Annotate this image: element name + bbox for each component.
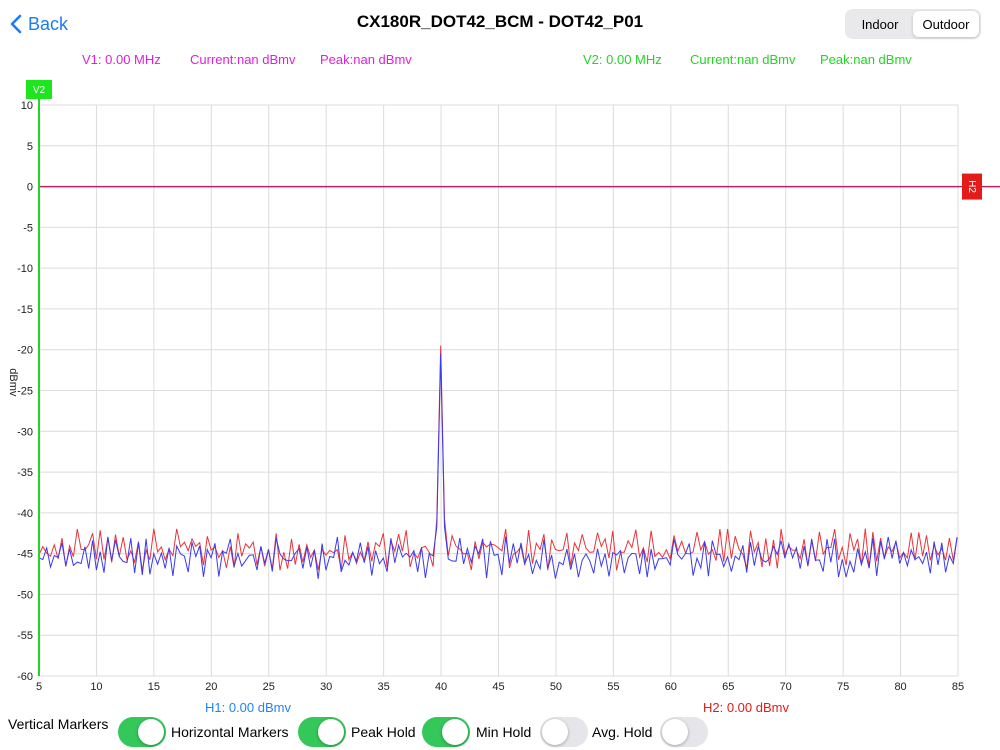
min-hold-toggle[interactable] <box>540 717 588 747</box>
vertical-markers-toggle[interactable] <box>118 717 166 747</box>
trace-series-2 <box>38 353 958 579</box>
y-tick-label: -35 <box>17 467 33 479</box>
x-tick-label: 20 <box>205 681 217 693</box>
x-tick-label: 45 <box>492 681 504 693</box>
v1-peak: Peak:nan dBmv <box>320 52 412 67</box>
x-tick-label: 15 <box>148 681 160 693</box>
toggle-knob <box>542 719 568 745</box>
x-axis-ticks: 5 10 15 20 25 30 35 40 45 50 55 60 65 70 75 80 85 <box>36 681 964 693</box>
avg-hold-toggle[interactable] <box>660 717 708 747</box>
v1-frequency: V1: 0.00 MHz <box>82 52 161 67</box>
y-tick-label: 0 <box>27 182 33 194</box>
horizontal-markers-toggle[interactable] <box>298 717 346 747</box>
control-bar: Vertical Markers Horizontal Markers Peak… <box>0 716 1000 750</box>
location-segmented-control: Indoor Outdoor <box>845 9 981 39</box>
h2-marker-tag-label: H2 <box>966 180 977 193</box>
x-tick-label: 25 <box>263 681 275 693</box>
x-tick-label: 70 <box>780 681 792 693</box>
vertical-markers-label: Vertical Markers <box>8 716 109 732</box>
segment-outdoor[interactable]: Outdoor <box>913 11 979 37</box>
y-tick-label: -50 <box>17 589 33 601</box>
y-tick-label: -60 <box>17 671 33 683</box>
avg-hold-label: Avg. Hold <box>592 724 653 740</box>
toggle-knob <box>662 719 688 745</box>
peak-hold-toggle[interactable] <box>422 717 470 747</box>
chart-grid <box>38 104 959 677</box>
v2-marker-tag[interactable] <box>26 80 52 99</box>
v2-frequency: V2: 0.00 MHz <box>583 52 662 67</box>
y-axis-label: dBmv <box>7 368 19 397</box>
y-tick-label: 5 <box>27 141 33 153</box>
v2-current: Current:nan dBmv <box>690 52 796 67</box>
y-tick-label: -45 <box>17 549 33 561</box>
horizontal-markers-label: Horizontal Markers <box>171 724 289 740</box>
peak-hold-label: Peak Hold <box>351 724 416 740</box>
h2-marker-tag[interactable] <box>962 173 982 200</box>
y-tick-label: -10 <box>17 263 33 275</box>
spectrum-chart[interactable]: 1050-5-10-15-20-25-30-35-40-45-50-55-60 … <box>0 80 1000 698</box>
segment-indoor[interactable]: Indoor <box>861 16 899 32</box>
y-tick-label: -30 <box>17 426 33 438</box>
v2-marker-tag-label: V2 <box>33 85 46 96</box>
chevron-left-icon <box>10 14 22 34</box>
min-hold-label: Min Hold <box>476 724 532 740</box>
x-tick-label: 40 <box>435 681 447 693</box>
markers[interactable]: V2 H2 <box>26 80 1000 676</box>
back-button[interactable]: Back <box>10 10 68 38</box>
y-tick-label: 10 <box>21 100 33 112</box>
y-tick-label: -55 <box>17 630 33 642</box>
x-tick-label: 80 <box>894 681 906 693</box>
y-tick-label: -25 <box>17 386 33 398</box>
y-tick-label: -15 <box>17 304 33 316</box>
x-tick-label: 35 <box>378 681 390 693</box>
x-tick-label: 50 <box>550 681 562 693</box>
x-tick-label: 55 <box>607 681 619 693</box>
back-label: Back <box>28 13 69 34</box>
v1-current: Current:nan dBmv <box>190 52 296 67</box>
y-tick-label: -5 <box>23 222 33 234</box>
v2-peak: Peak:nan dBmv <box>820 52 912 67</box>
x-tick-label: 85 <box>952 681 964 693</box>
x-tick-label: 5 <box>36 681 42 693</box>
x-tick-label: 10 <box>90 681 102 693</box>
x-tick-label: 30 <box>320 681 332 693</box>
traces <box>38 345 958 579</box>
h1-readout: H1: 0.00 dBmv <box>205 700 291 715</box>
y-axis-ticks: 10 5 0 -5 -10 -15 -20 -25 -30 -35 -40 -45 -50 -55 -60 <box>17 100 33 683</box>
y-tick-label: -20 <box>17 345 33 357</box>
toggle-knob <box>138 719 164 745</box>
x-tick-label: 75 <box>837 681 849 693</box>
trace-series-1 <box>38 345 958 571</box>
toggle-knob <box>442 719 468 745</box>
toggle-knob <box>318 719 344 745</box>
y-tick-label: -40 <box>17 508 33 520</box>
h2-readout: H2: 0.00 dBmv <box>703 700 789 715</box>
x-tick-label: 60 <box>665 681 677 693</box>
x-tick-label: 65 <box>722 681 734 693</box>
page-title: CX180R_DOT42_BCM - DOT42_P01 <box>356 12 644 31</box>
